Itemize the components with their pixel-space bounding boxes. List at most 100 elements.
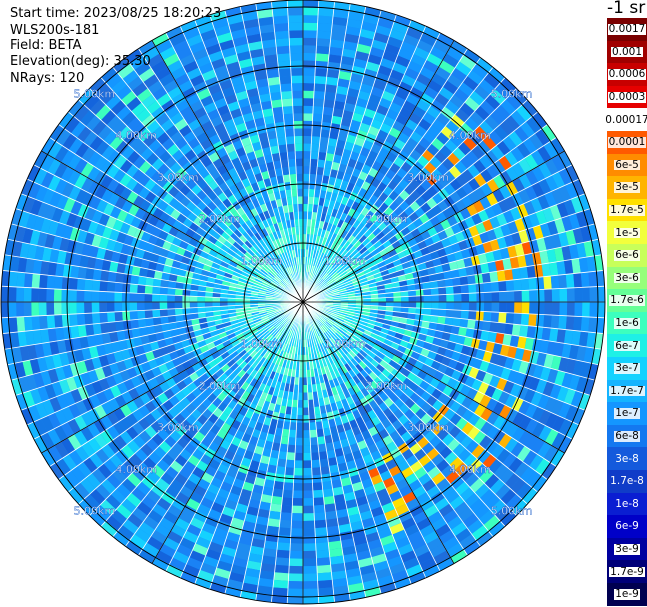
range-bin — [331, 271, 339, 279]
range-bin — [321, 420, 330, 429]
range-bin — [386, 36, 404, 49]
range-bin — [191, 318, 200, 326]
range-bin — [62, 454, 77, 471]
range-bin — [288, 30, 303, 39]
range-bin — [64, 470, 81, 488]
range-bin — [292, 498, 303, 506]
range-bin — [325, 518, 339, 528]
range-bin — [350, 237, 359, 246]
range-bin — [319, 458, 329, 468]
range-bin — [359, 396, 369, 407]
range-bin — [253, 223, 262, 233]
range-bin — [289, 558, 303, 567]
range-bin — [276, 45, 290, 55]
range-bin — [401, 302, 409, 308]
ray-gap-line — [302, 301, 468, 556]
range-bin — [384, 43, 401, 56]
range-bin — [417, 333, 427, 342]
range-bin — [428, 322, 438, 331]
range-bin — [153, 270, 163, 280]
range-bin — [27, 421, 41, 440]
range-bin — [359, 28, 376, 40]
range-bin — [381, 226, 392, 236]
range-ring-label: 5.00km — [491, 87, 533, 100]
range-bin — [193, 216, 204, 227]
range-bin — [259, 313, 268, 319]
range-bin — [265, 360, 273, 370]
range-bin — [330, 31, 346, 41]
range-bin — [16, 286, 25, 302]
range-bin — [130, 375, 142, 388]
range-bin — [144, 285, 153, 295]
range-bin — [115, 272, 125, 284]
range-bin — [244, 119, 257, 130]
range-bin — [138, 67, 155, 83]
range-bin — [155, 550, 173, 565]
range-bin — [307, 384, 313, 393]
range-bin — [394, 349, 404, 359]
range-bin — [303, 422, 310, 431]
range-bin — [274, 309, 282, 313]
range-bin — [152, 245, 163, 256]
range-bin — [133, 195, 145, 208]
range-bin — [483, 311, 492, 322]
range-bin — [312, 322, 317, 330]
range-bin — [416, 517, 432, 531]
range-bin — [353, 344, 362, 353]
range-bin — [464, 375, 476, 388]
range-bin — [522, 137, 538, 154]
range-bin — [392, 286, 401, 293]
range-bin — [321, 314, 329, 320]
range-bin — [427, 79, 443, 94]
range-bin — [167, 504, 183, 518]
range-bin — [271, 318, 279, 325]
range-bin — [430, 491, 446, 505]
range-bin — [235, 503, 249, 514]
range-bin — [422, 530, 439, 545]
range-bin — [333, 243, 341, 252]
range-bin — [378, 147, 390, 159]
range-bin — [21, 179, 35, 197]
range-bin — [96, 247, 107, 260]
range-bin — [70, 466, 86, 483]
range-bin — [8, 317, 18, 333]
range-bin — [429, 250, 440, 260]
range-bin — [525, 169, 539, 186]
range-bin — [362, 13, 380, 25]
range-bin — [232, 453, 244, 465]
range-bin — [358, 234, 368, 244]
range-bin — [281, 166, 290, 176]
range-bin — [103, 342, 114, 355]
ray-gap-line — [302, 301, 528, 505]
range-bin — [285, 189, 292, 198]
range-bin — [278, 451, 288, 460]
range-bin — [381, 502, 396, 514]
range-bin — [551, 415, 566, 433]
range-bin — [271, 442, 281, 452]
range-bin — [393, 436, 406, 448]
range-bin — [319, 326, 326, 334]
range-bin — [400, 367, 411, 378]
range-bin — [81, 441, 96, 458]
range-bin — [322, 272, 329, 280]
range-bin — [274, 167, 283, 177]
range-bin — [273, 480, 285, 490]
range-bin — [294, 219, 300, 227]
range-bin — [47, 428, 62, 446]
range-bin — [279, 190, 287, 199]
range-bin — [366, 274, 375, 281]
range-bin — [210, 476, 224, 489]
range-bin — [265, 433, 275, 443]
range-bin — [126, 150, 141, 165]
range-bin — [262, 548, 277, 558]
range-bin — [379, 10, 397, 22]
range-bin — [469, 90, 485, 106]
range-bin — [318, 327, 324, 335]
range-bin — [8, 271, 18, 287]
range-bin — [583, 346, 594, 364]
range-bin — [74, 241, 85, 255]
range-bin — [563, 388, 576, 405]
range-bin — [323, 273, 330, 281]
range-bin — [286, 285, 293, 292]
range-bin — [436, 163, 449, 176]
